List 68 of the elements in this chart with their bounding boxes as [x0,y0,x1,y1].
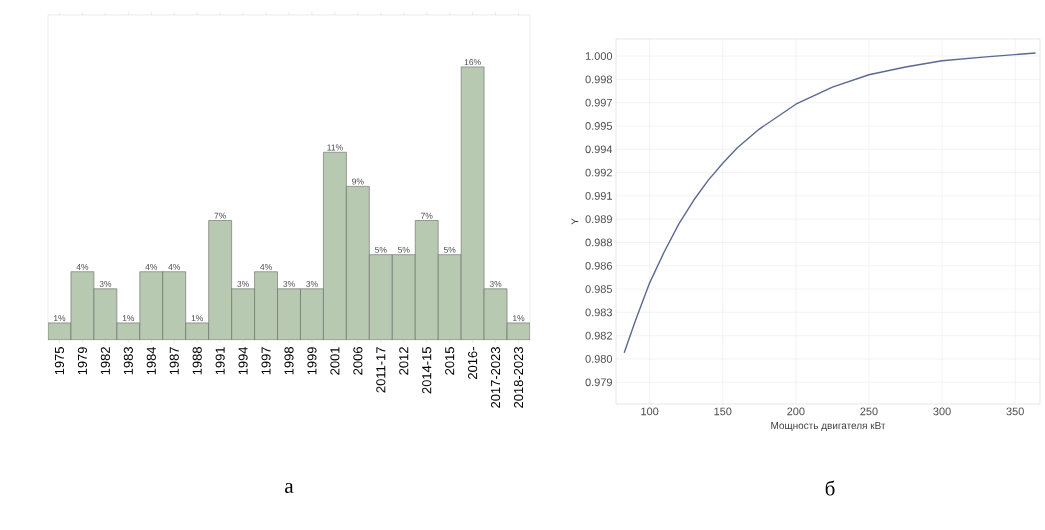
x-tick-label: 1997 [261,347,271,375]
line-series [623,52,1037,354]
data-label: 1% [513,315,525,322]
y-tick-label: 0.991 [585,192,612,200]
x-tick-label: 1975 [54,347,65,375]
data-label: 16% [464,59,481,66]
x-tick-label: 1988 [192,347,202,375]
data-label: 1% [54,315,66,322]
data-label: 4% [260,264,272,270]
x-tick-label: 250 [860,407,878,416]
x-tick-label: 100 [641,407,659,416]
text: а [285,482,294,494]
y-tick-label: 0.992 [585,168,612,177]
x-axis-title: Мощность двигателя кВт [771,422,886,431]
x-tick-label: 2018-2023 [513,347,524,408]
y-axis-title: Y [571,218,579,225]
y-tick-label: 0.982 [585,331,612,340]
x-tick-label: 2017-2023 [490,347,501,408]
y-tick-label: 0.998 [585,75,612,84]
x-tick-label: 1982 [100,347,110,375]
x-tick-label: 2011-17 [376,347,386,393]
x-tick-label: 1999 [307,347,317,375]
data-label: 4% [168,264,181,270]
data-label: 3% [306,281,318,287]
x-tick-label: 1994 [238,346,248,375]
x-tick-label: 2015 [445,347,455,375]
data-label: 11% [327,144,343,151]
data-label: 3% [489,281,502,287]
text: б [825,480,835,496]
x-tick-label: 1998 [284,347,294,375]
x-tick-label: 1979 [77,347,88,375]
data-label: 7% [421,212,433,219]
x-tick-label: 1991 [215,347,225,375]
x-tick-label: 150 [714,407,732,416]
x-tick-label: 1987 [169,347,179,375]
y-tick-label: 0.980 [585,355,613,363]
data-label: 3% [283,281,295,287]
y-tick-label: 0.989 [585,215,612,224]
x-tick-label: 1984 [146,346,156,375]
x-tick-label: 350 [1006,407,1024,416]
data-label: 4% [145,264,158,270]
x-tick-label: 2001 [330,347,340,375]
y-tick-label: 0.983 [585,308,612,317]
data-label: 1% [122,315,135,322]
y-tick-label: 0.979 [585,378,612,387]
data-label: 3% [99,281,112,287]
x-tick-label: 200 [787,407,805,416]
data-label: 4% [76,264,89,270]
y-tick-label: 0.995 [585,122,613,130]
data-label: 9% [352,178,364,185]
x-tick-label: 1983 [123,347,133,375]
data-label: 1% [191,315,204,322]
y-tick-label: 0.985 [585,285,613,293]
y-tick-label: 0.994 [585,145,613,154]
x-tick-label: 2014-15 [422,347,432,394]
x-tick-label: 2016- [468,347,478,379]
x-tick-label: 300 [933,407,951,416]
data-label: 7% [214,212,226,219]
y-tick-label: 0.997 [585,98,612,107]
y-tick-label: 0.986 [585,261,612,270]
x-tick-label: 2006 [353,347,363,375]
data-label: 5% [375,246,387,253]
data-label: 5% [397,246,410,253]
data-label: 3% [237,281,249,287]
y-tick-label: 0.988 [585,238,612,247]
x-tick-label: 2012 [399,347,409,375]
y-tick-label: 1.000 [585,52,613,60]
data-label: 5% [443,246,456,253]
